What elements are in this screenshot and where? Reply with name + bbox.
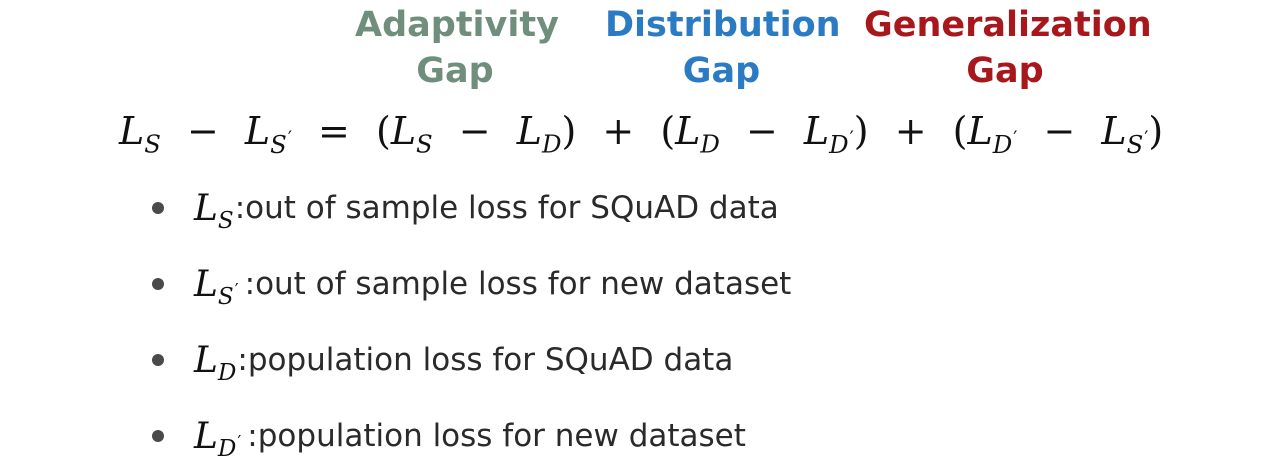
term-ls-prime: LS′ [1101, 109, 1148, 156]
gap-decomposition-equation: LS − LS′ = (LS − LD) + (LD − LD′) + (LD′… [119, 103, 1163, 159]
definition-text: out of sample loss for new dataset [255, 266, 792, 302]
close-paren: ) [561, 109, 577, 153]
definition-symbol: LD′ [194, 415, 241, 461]
subscript-letter: D [217, 359, 237, 386]
subscript-s-prime: S′ [1127, 130, 1149, 159]
definition-subscript: D [218, 360, 237, 386]
generalization-gap-line2: Gap [966, 51, 1044, 91]
adaptivity-gap-line1: Adaptivity [355, 5, 559, 45]
subscript-letter: D [217, 435, 237, 462]
open-paren: ( [375, 109, 391, 153]
subscript-d: D [700, 129, 720, 159]
definition-item-ld-prime: LD′ : population loss for new dataset [148, 398, 791, 474]
prime-mark: ′ [1013, 128, 1018, 150]
adaptivity-gap-label: Adaptivity Gap [355, 2, 559, 94]
subscript-s: S [1126, 129, 1144, 159]
close-paren: ) [853, 109, 869, 153]
subscript-s-prime: S′ [270, 130, 292, 159]
definition-subscript: D′ [217, 432, 242, 462]
definitions-list: LS : out of sample loss for SQuAD data L… [148, 170, 791, 474]
subscript-letter: S [217, 207, 234, 234]
symbol-l: L [194, 187, 218, 229]
distribution-gap-label: Distribution Gap [605, 2, 841, 94]
plus-sign: + [602, 109, 635, 153]
minus-sign: − [1043, 109, 1076, 153]
symbol-l: L [119, 109, 145, 153]
bullet-icon [152, 202, 164, 214]
subscript-letter: S [217, 283, 234, 310]
subscript-d-prime: D′ [993, 130, 1018, 159]
prime-mark: ′ [287, 128, 292, 150]
term-ld-prime: LD′ [967, 109, 1017, 156]
definition-text: population loss for new dataset [257, 418, 746, 454]
symbol-l: L [194, 339, 218, 381]
plus-sign: + [894, 109, 927, 153]
symbol-l: L [194, 415, 218, 457]
minus-sign: − [458, 109, 491, 153]
prime-mark: ′ [237, 432, 242, 453]
distribution-gap-line2: Gap [682, 51, 761, 91]
symbol-l: L [516, 109, 542, 153]
subscript-d: D [541, 129, 562, 159]
symbol-l: L [244, 109, 271, 153]
generalization-gap-label: Generalization Gap [864, 2, 1152, 94]
generalization-gap-line1: Generalization [864, 5, 1152, 45]
close-paren: ) [1148, 109, 1164, 153]
subscript-d: D [829, 129, 849, 159]
symbol-l: L [390, 109, 417, 153]
minus-sign: − [745, 109, 778, 153]
definition-text: population loss for SQuAD data [247, 342, 734, 378]
definition-subscript: S′ [217, 280, 239, 310]
bullet-icon [152, 278, 164, 290]
adaptivity-gap-line2: Gap [416, 51, 494, 91]
definition-separator: : [244, 266, 256, 302]
prime-mark: ′ [849, 128, 854, 150]
symbol-l: L [194, 263, 218, 305]
open-paren: ( [952, 109, 968, 153]
definition-item-ls-prime: LS′ : out of sample loss for new dataset [148, 246, 791, 322]
term-ls: LS [119, 109, 161, 156]
definition-separator: : [234, 190, 246, 226]
term-ld: LD [516, 109, 562, 156]
definition-symbol: LS [194, 187, 235, 233]
term-ld-prime: LD′ [803, 109, 854, 156]
prime-mark: ′ [1144, 128, 1149, 150]
subscript-s: S [144, 129, 161, 159]
subscript-d: D [992, 129, 1013, 159]
definition-separator: : [247, 418, 258, 454]
definition-subscript: S [218, 208, 235, 234]
definition-item-ld: LD : population loss for SQuAD data [148, 322, 791, 398]
distribution-gap-line1: Distribution [605, 5, 841, 45]
subscript-s: S [416, 129, 433, 159]
definition-symbol: LD [194, 339, 237, 385]
term-ls-prime: LS′ [244, 109, 292, 156]
minus-sign: − [186, 109, 219, 153]
prime-mark: ′ [234, 280, 239, 301]
definition-text: out of sample loss for SQuAD data [245, 190, 779, 226]
bullet-icon [152, 430, 164, 442]
symbol-l: L [1101, 109, 1127, 153]
term-ld: LD [675, 109, 720, 156]
term-ls: LS [390, 109, 433, 156]
bullet-icon [152, 354, 164, 366]
symbol-l: L [803, 109, 830, 153]
definition-symbol: LS′ [194, 263, 239, 309]
subscript-d-prime: D′ [829, 130, 854, 159]
symbol-l: L [967, 109, 993, 153]
symbol-l: L [675, 109, 701, 153]
equals-sign: = [318, 109, 350, 153]
definition-item-ls: LS : out of sample loss for SQuAD data [148, 170, 791, 246]
definition-separator: : [237, 342, 248, 378]
subscript-s: S [270, 129, 287, 159]
open-paren: ( [660, 109, 676, 153]
